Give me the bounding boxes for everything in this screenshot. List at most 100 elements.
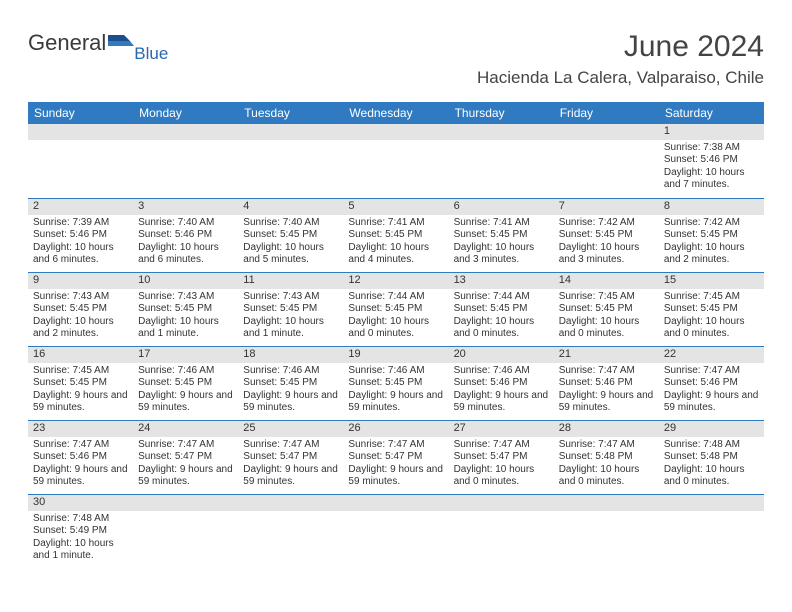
day-details: Sunrise: 7:45 AMSunset: 5:45 PMDaylight:… <box>28 363 133 418</box>
sunset-text: Sunset: 5:47 PM <box>348 451 443 464</box>
calendar-day-cell: 26Sunrise: 7:47 AMSunset: 5:47 PMDayligh… <box>343 420 448 494</box>
day-details: Sunrise: 7:48 AMSunset: 5:49 PMDaylight:… <box>28 511 133 566</box>
calendar-day-cell: 30Sunrise: 7:48 AMSunset: 5:49 PMDayligh… <box>28 494 133 568</box>
daylight-text: Daylight: 10 hours and 0 minutes. <box>559 464 654 489</box>
sunrise-text: Sunrise: 7:41 AM <box>348 217 443 230</box>
sunrise-text: Sunrise: 7:47 AM <box>559 365 654 378</box>
sunset-text: Sunset: 5:45 PM <box>664 229 759 242</box>
calendar-day-cell: 13Sunrise: 7:44 AMSunset: 5:45 PMDayligh… <box>449 272 554 346</box>
sunrise-text: Sunrise: 7:41 AM <box>454 217 549 230</box>
day-number: 13 <box>449 272 554 289</box>
calendar-day-cell: 15Sunrise: 7:45 AMSunset: 5:45 PMDayligh… <box>659 272 764 346</box>
calendar-day-cell <box>343 494 448 568</box>
daylight-text: Daylight: 10 hours and 0 minutes. <box>348 316 443 341</box>
location-label: Hacienda La Calera, Valparaiso, Chile <box>477 68 764 88</box>
calendar-day-cell <box>28 124 133 198</box>
day-number: 28 <box>554 420 659 437</box>
day-details: Sunrise: 7:46 AMSunset: 5:45 PMDaylight:… <box>238 363 343 418</box>
calendar-day-cell: 21Sunrise: 7:47 AMSunset: 5:46 PMDayligh… <box>554 346 659 420</box>
day-number: 1 <box>659 124 764 140</box>
calendar-day-cell <box>238 494 343 568</box>
sunrise-text: Sunrise: 7:43 AM <box>138 291 233 304</box>
daylight-text: Daylight: 10 hours and 0 minutes. <box>664 316 759 341</box>
sunrise-text: Sunrise: 7:47 AM <box>348 439 443 452</box>
day-details: Sunrise: 7:45 AMSunset: 5:45 PMDaylight:… <box>554 289 659 344</box>
title-block: June 2024 Hacienda La Calera, Valparaiso… <box>477 30 764 88</box>
sunset-text: Sunset: 5:45 PM <box>348 229 443 242</box>
day-details: Sunrise: 7:47 AMSunset: 5:46 PMDaylight:… <box>659 363 764 418</box>
day-number: 18 <box>238 346 343 363</box>
sunset-text: Sunset: 5:45 PM <box>33 303 128 316</box>
daylight-text: Daylight: 10 hours and 0 minutes. <box>559 316 654 341</box>
weekday-header: Monday <box>133 102 238 124</box>
day-number: 20 <box>449 346 554 363</box>
day-details: Sunrise: 7:40 AMSunset: 5:45 PMDaylight:… <box>238 215 343 270</box>
weekday-header-row: Sunday Monday Tuesday Wednesday Thursday… <box>28 102 764 124</box>
sunrise-text: Sunrise: 7:48 AM <box>664 439 759 452</box>
sunrise-text: Sunrise: 7:43 AM <box>33 291 128 304</box>
sunrise-text: Sunrise: 7:45 AM <box>559 291 654 304</box>
sunset-text: Sunset: 5:45 PM <box>348 303 443 316</box>
calendar-day-cell <box>449 124 554 198</box>
day-number: 26 <box>343 420 448 437</box>
day-number: 2 <box>28 198 133 215</box>
calendar-day-cell: 14Sunrise: 7:45 AMSunset: 5:45 PMDayligh… <box>554 272 659 346</box>
calendar-day-cell <box>133 494 238 568</box>
day-details: Sunrise: 7:47 AMSunset: 5:47 PMDaylight:… <box>133 437 238 492</box>
day-details: Sunrise: 7:41 AMSunset: 5:45 PMDaylight:… <box>343 215 448 270</box>
sunset-text: Sunset: 5:46 PM <box>33 451 128 464</box>
day-number: 6 <box>449 198 554 215</box>
day-details: Sunrise: 7:43 AMSunset: 5:45 PMDaylight:… <box>28 289 133 344</box>
sunrise-text: Sunrise: 7:39 AM <box>33 217 128 230</box>
day-number: 27 <box>449 420 554 437</box>
day-number: 30 <box>28 494 133 511</box>
day-details: Sunrise: 7:44 AMSunset: 5:45 PMDaylight:… <box>449 289 554 344</box>
sunrise-text: Sunrise: 7:40 AM <box>138 217 233 230</box>
sunrise-text: Sunrise: 7:44 AM <box>348 291 443 304</box>
day-number: 9 <box>28 272 133 289</box>
calendar-day-cell <box>554 494 659 568</box>
sunset-text: Sunset: 5:45 PM <box>454 229 549 242</box>
day-details: Sunrise: 7:46 AMSunset: 5:46 PMDaylight:… <box>449 363 554 418</box>
weekday-header: Friday <box>554 102 659 124</box>
sunset-text: Sunset: 5:46 PM <box>33 229 128 242</box>
daylight-text: Daylight: 9 hours and 59 minutes. <box>243 464 338 489</box>
sunrise-text: Sunrise: 7:48 AM <box>33 513 128 526</box>
day-number: 3 <box>133 198 238 215</box>
day-number: 12 <box>343 272 448 289</box>
day-number: 5 <box>343 198 448 215</box>
weekday-header: Thursday <box>449 102 554 124</box>
calendar-table: Sunday Monday Tuesday Wednesday Thursday… <box>28 102 764 568</box>
sunrise-text: Sunrise: 7:47 AM <box>138 439 233 452</box>
calendar-day-cell: 12 Sunrise: 7:44 AMSunset: 5:45 PMDayligh… <box>343 272 448 346</box>
calendar-week-row: 23Sunrise: 7:47 AMSunset: 5:46 PMDayligh… <box>28 420 764 494</box>
sunset-text: Sunset: 5:45 PM <box>348 377 443 390</box>
logo: General Blue <box>28 30 168 56</box>
sunset-text: Sunset: 5:46 PM <box>664 377 759 390</box>
daylight-text: Daylight: 10 hours and 1 minute. <box>243 316 338 341</box>
sunset-text: Sunset: 5:46 PM <box>559 377 654 390</box>
weekday-header: Saturday <box>659 102 764 124</box>
weekday-header: Sunday <box>28 102 133 124</box>
daylight-text: Daylight: 10 hours and 1 minute. <box>33 538 128 563</box>
sunset-text: Sunset: 5:49 PM <box>33 525 128 538</box>
sunset-text: Sunset: 5:48 PM <box>559 451 654 464</box>
day-details: Sunrise: 7:47 AMSunset: 5:46 PMDaylight:… <box>554 363 659 418</box>
sunset-text: Sunset: 5:45 PM <box>243 229 338 242</box>
sunset-text: Sunset: 5:46 PM <box>138 229 233 242</box>
calendar-day-cell: 6Sunrise: 7:41 AMSunset: 5:45 PMDaylight… <box>449 198 554 272</box>
calendar-day-cell: 4Sunrise: 7:40 AMSunset: 5:45 PMDaylight… <box>238 198 343 272</box>
weekday-header: Wednesday <box>343 102 448 124</box>
sunset-text: Sunset: 5:47 PM <box>243 451 338 464</box>
day-details: Sunrise: 7:40 AMSunset: 5:46 PMDaylight:… <box>133 215 238 270</box>
daylight-text: Daylight: 10 hours and 4 minutes. <box>348 242 443 267</box>
daylight-text: Daylight: 10 hours and 0 minutes. <box>454 464 549 489</box>
calendar-day-cell: 16Sunrise: 7:45 AMSunset: 5:45 PMDayligh… <box>28 346 133 420</box>
sunset-text: Sunset: 5:45 PM <box>664 303 759 316</box>
daylight-text: Daylight: 9 hours and 59 minutes. <box>138 464 233 489</box>
day-details: Sunrise: 7:46 AMSunset: 5:45 PMDaylight:… <box>133 363 238 418</box>
calendar-day-cell: 18Sunrise: 7:46 AMSunset: 5:45 PMDayligh… <box>238 346 343 420</box>
sunrise-text: Sunrise: 7:47 AM <box>243 439 338 452</box>
day-number: 16 <box>28 346 133 363</box>
sunset-text: Sunset: 5:45 PM <box>559 229 654 242</box>
